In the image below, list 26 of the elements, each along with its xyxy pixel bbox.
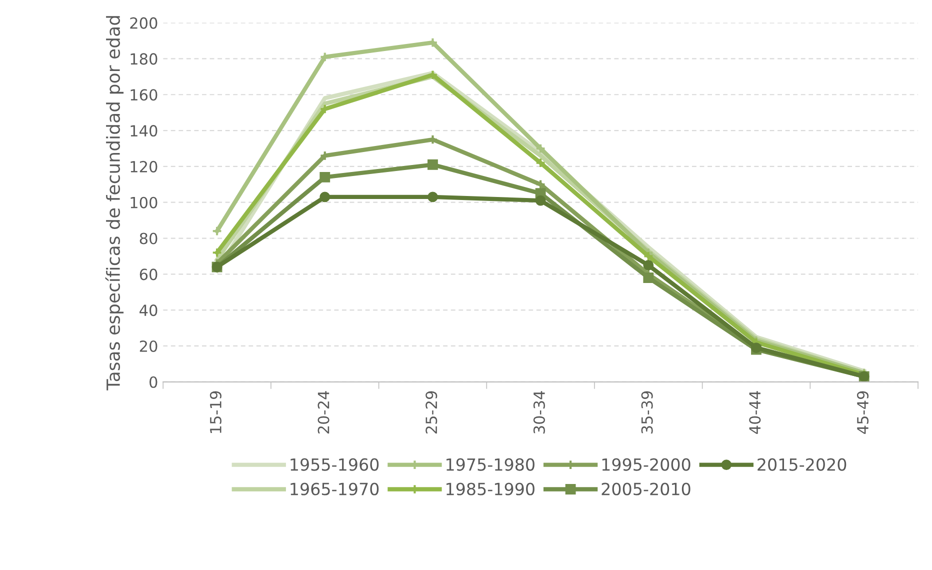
legend-label: 1955-1960: [290, 458, 379, 471]
y-tick-label: 20: [140, 340, 158, 352]
y-tick-label: 200: [130, 17, 158, 29]
y-tick-label: 120: [130, 160, 158, 172]
x-tick-label: 35-39: [641, 391, 653, 434]
legend-label: 2005-2010: [602, 482, 690, 496]
y-tick-label: 100: [130, 196, 158, 208]
y-tick-label: 160: [130, 89, 158, 101]
y-tick-label: 80: [140, 232, 158, 244]
x-tick-label: 15-19: [210, 391, 222, 433]
legend-label: 1995-2000: [602, 458, 690, 471]
legend-label: 1965-1970: [290, 482, 379, 496]
x-tick-label: 45-49: [856, 391, 869, 434]
y-tick-label: 0: [150, 376, 158, 388]
x-tick-label: 40-44: [749, 391, 761, 434]
x-tick-label: 20-24: [318, 391, 330, 434]
x-tick-label: 25-29: [426, 391, 438, 434]
legend-label: 1985-1990: [446, 482, 534, 496]
y-axis-title: Tasas específicas de fecundidad por edad: [105, 16, 124, 390]
y-tick-label: 140: [130, 124, 158, 137]
y-tick-label: 40: [140, 304, 158, 316]
x-tick-label: 30-34: [533, 391, 545, 434]
legend-label: 1975-1980: [446, 458, 534, 471]
legend-label: 2015-2020: [758, 458, 846, 471]
y-tick-label: 180: [130, 53, 158, 65]
y-tick-label: 60: [140, 268, 158, 280]
